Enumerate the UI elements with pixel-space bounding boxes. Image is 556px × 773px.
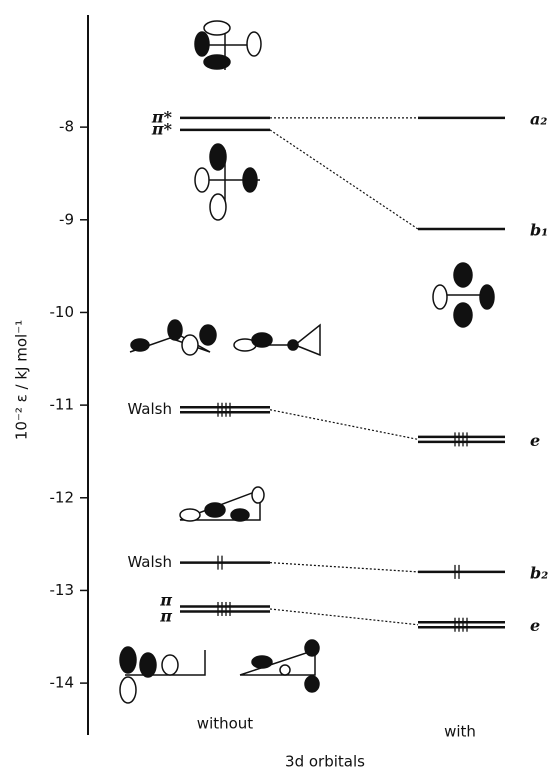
symmetry-label: a₂	[530, 109, 547, 128]
tick-label: -8	[59, 118, 74, 136]
orbital	[432, 262, 495, 328]
tick-label: -11	[50, 396, 75, 414]
level-label: π	[159, 590, 172, 609]
axis-label: 10⁻² ε / kJ mol⁻¹	[13, 320, 31, 440]
correlation	[269, 129, 419, 230]
tick-label: -13	[50, 581, 75, 599]
column-label: with	[444, 723, 476, 741]
symmetry-label: b₂	[530, 563, 548, 582]
orbital	[194, 20, 262, 70]
tick-label: -10	[50, 303, 75, 321]
tick-label: -12	[50, 488, 75, 506]
level-label: π	[159, 606, 172, 625]
orbital	[179, 486, 265, 522]
tick-label: -14	[50, 674, 75, 692]
orbital-sketches	[119, 20, 495, 704]
symmetry-label: b₁	[530, 221, 548, 240]
level-label: Walsh	[127, 553, 172, 571]
level-label: Walsh	[127, 400, 172, 418]
level-label: π*	[151, 119, 173, 138]
level-label: π*	[151, 107, 173, 126]
correlation	[269, 562, 419, 573]
orbital	[129, 319, 217, 356]
tick-label: -9	[59, 210, 74, 228]
correlation	[269, 409, 419, 440]
column-label: without	[197, 715, 254, 733]
correlation	[269, 608, 419, 626]
symmetry-label: e	[530, 616, 540, 635]
orbital	[119, 646, 206, 704]
symmetry-label: e	[530, 431, 540, 450]
orbital	[233, 323, 321, 357]
caption: 3d orbitals	[285, 753, 365, 771]
orbital	[239, 639, 320, 693]
orbital	[194, 143, 260, 221]
